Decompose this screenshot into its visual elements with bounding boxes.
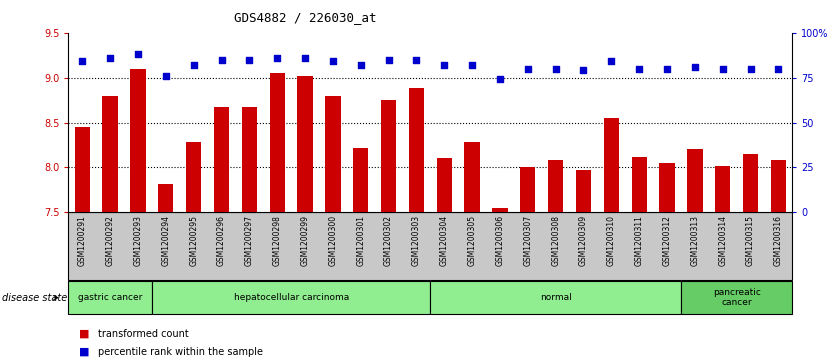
Point — [632, 66, 646, 72]
Text: GDS4882 / 226030_at: GDS4882 / 226030_at — [234, 11, 376, 24]
Bar — [158, 184, 173, 212]
Bar — [715, 166, 731, 212]
Bar — [325, 95, 340, 212]
Bar — [186, 142, 201, 212]
Bar — [130, 69, 146, 212]
Point — [187, 62, 200, 68]
Point — [270, 55, 284, 61]
Bar — [381, 100, 396, 212]
Point — [76, 58, 89, 64]
Point — [493, 77, 506, 82]
Point — [771, 66, 785, 72]
Bar — [520, 167, 535, 212]
Point — [131, 51, 144, 57]
Bar — [631, 157, 647, 212]
Point — [577, 68, 590, 73]
Text: percentile rank within the sample: percentile rank within the sample — [98, 347, 264, 357]
Text: ■: ■ — [79, 347, 90, 357]
Bar — [103, 95, 118, 212]
Point — [661, 66, 674, 72]
Point — [243, 57, 256, 62]
Point — [549, 66, 562, 72]
Text: normal: normal — [540, 293, 571, 302]
Point — [688, 64, 701, 70]
Text: ■: ■ — [79, 329, 90, 339]
Point — [382, 57, 395, 62]
Bar — [604, 118, 619, 212]
Text: hepatocellular carcinoma: hepatocellular carcinoma — [234, 293, 349, 302]
Bar — [75, 127, 90, 212]
Point — [438, 62, 451, 68]
Bar — [492, 208, 508, 212]
Bar — [548, 160, 563, 212]
Bar — [575, 170, 591, 212]
Point — [299, 55, 312, 61]
Bar — [687, 150, 702, 212]
Point — [159, 73, 173, 79]
Bar — [465, 142, 480, 212]
Bar — [743, 154, 758, 212]
Bar — [409, 88, 424, 212]
Point — [409, 57, 423, 62]
Point — [354, 62, 368, 68]
Point — [716, 66, 730, 72]
Bar — [242, 107, 257, 212]
Point — [744, 66, 757, 72]
Point — [103, 55, 117, 61]
Point — [215, 57, 229, 62]
Point — [521, 66, 535, 72]
Text: transformed count: transformed count — [98, 329, 189, 339]
Bar — [437, 159, 452, 212]
Text: pancreatic
cancer: pancreatic cancer — [713, 288, 761, 307]
Point — [326, 58, 339, 64]
Point — [605, 58, 618, 64]
Text: gastric cancer: gastric cancer — [78, 293, 143, 302]
Bar — [353, 148, 369, 212]
Bar — [269, 73, 285, 212]
Bar — [771, 160, 786, 212]
Text: disease state: disease state — [2, 293, 67, 303]
Bar — [298, 76, 313, 212]
Bar — [214, 107, 229, 212]
Point — [465, 62, 479, 68]
Bar — [660, 163, 675, 212]
